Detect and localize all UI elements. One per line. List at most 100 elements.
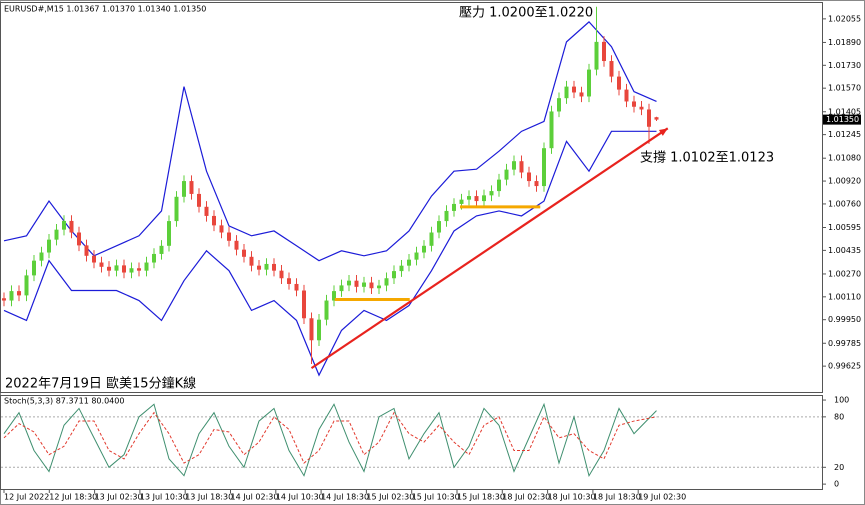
candle-body [534,181,539,187]
candle-body [467,196,471,200]
candle-body [152,253,156,263]
candle-body [452,203,456,211]
y-tick-label: 0.99950 [828,315,861,324]
candle-body [77,232,81,246]
candle-body [317,319,321,341]
candle-body [594,41,599,70]
candle-body [9,291,14,301]
y-tick-label: 0.99625 [828,362,861,371]
candle-body [114,265,119,271]
candle-body [579,92,584,97]
candle-body [542,148,546,187]
x-tick-label: 15 Jul 18:30 [457,493,505,502]
price-pane [0,2,823,393]
candle-body [294,283,299,291]
y-tick-label: 0 [834,480,839,489]
x-tick-label: 18 Jul 10:30 [548,493,596,502]
candle-body [647,109,651,127]
y-tick-label: 1.01080 [828,154,861,163]
candle-body [527,172,531,182]
arrow-head [658,128,668,136]
candle-body [377,285,381,289]
candle-body [309,318,314,341]
x-tick-label: 13 Jul 02:30 [95,493,143,502]
chart-title: EURUSD#,M15 1.01367 1.01370 1.01340 1.01… [4,5,206,14]
candle-body [482,195,486,202]
y-tick-label: 1.02055 [828,14,861,23]
stoch-pane [0,395,823,490]
candle-body [174,196,179,222]
candle-body [519,161,524,173]
candle-body [399,265,404,272]
candle-body [384,278,389,286]
y-tick-label: 1.00110 [828,292,861,301]
candle-body [654,117,659,120]
candle-body [24,275,29,296]
candle-body [504,169,509,180]
candle-body [219,225,224,233]
candle-body [257,265,261,270]
candle-body [182,181,186,197]
y-tick-label: 1.00760 [828,199,861,208]
candle-body [122,265,126,273]
candle-body [69,220,74,233]
candle-body [602,41,606,62]
x-tick-label: 14 Jul 18:30 [321,493,369,502]
candle-body [264,263,269,270]
candle-body [587,69,591,97]
candle-body [17,291,21,296]
candle-body [362,282,366,287]
candle-body [557,98,561,112]
candle-body [414,252,419,260]
candle-body [204,206,209,216]
y-tick-label: 1.01245 [828,130,861,139]
candle-body [144,262,149,271]
candle-body [632,101,636,107]
candle-body [212,215,216,226]
y-tick-label: 0.99785 [828,339,861,348]
candle-body [489,191,494,196]
candle-body [197,193,201,207]
candle-body [302,290,306,319]
candle-body [332,291,336,301]
candle-body [339,285,344,292]
candle-body [347,280,351,286]
candle-body [474,196,479,202]
candle-body [437,221,441,233]
band-line [3,130,657,377]
candle-body [62,220,66,230]
y-tick-label: 1.00435 [828,246,861,255]
y-tick-label: 1.00920 [828,177,861,186]
annotation: 2022年7月19日 歐美15分鐘K線 [5,376,196,392]
y-tick-label: 100 [834,396,849,405]
candle-body [287,278,291,284]
candle-body [549,111,554,149]
candle-body [159,245,164,254]
candle-body [617,76,621,90]
candle-body [32,260,36,276]
candle-body [234,240,239,250]
candle-body [422,245,426,253]
candle-body [47,239,51,253]
stoch-label: Stoch(5,3,3) 87.3711 80.0400 [4,397,124,406]
candle-body [407,259,411,266]
x-tick-label: 19 Jul 02:30 [638,493,686,502]
candle-body [167,221,171,246]
candle-body [129,268,134,273]
candle-body [39,252,44,261]
candle-body [54,229,59,240]
x-tick-label: 14 Jul 02:30 [231,493,279,502]
candle-body [512,161,516,170]
candle-body [189,181,194,194]
candle-body [444,210,449,222]
candle-body [107,266,111,271]
candle-body [354,280,359,287]
y-tick-label: 1.00270 [828,269,861,278]
candle-body [564,86,569,99]
y-tick-label: 80 [834,412,844,421]
y-tick-label: 20 [834,463,844,472]
x-tick-label: 13 Jul 18:30 [185,493,233,502]
y-tick-label: 1.01405 [828,107,861,116]
